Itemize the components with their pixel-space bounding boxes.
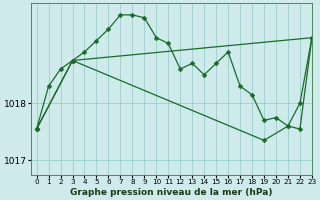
X-axis label: Graphe pression niveau de la mer (hPa): Graphe pression niveau de la mer (hPa) [70,188,273,197]
